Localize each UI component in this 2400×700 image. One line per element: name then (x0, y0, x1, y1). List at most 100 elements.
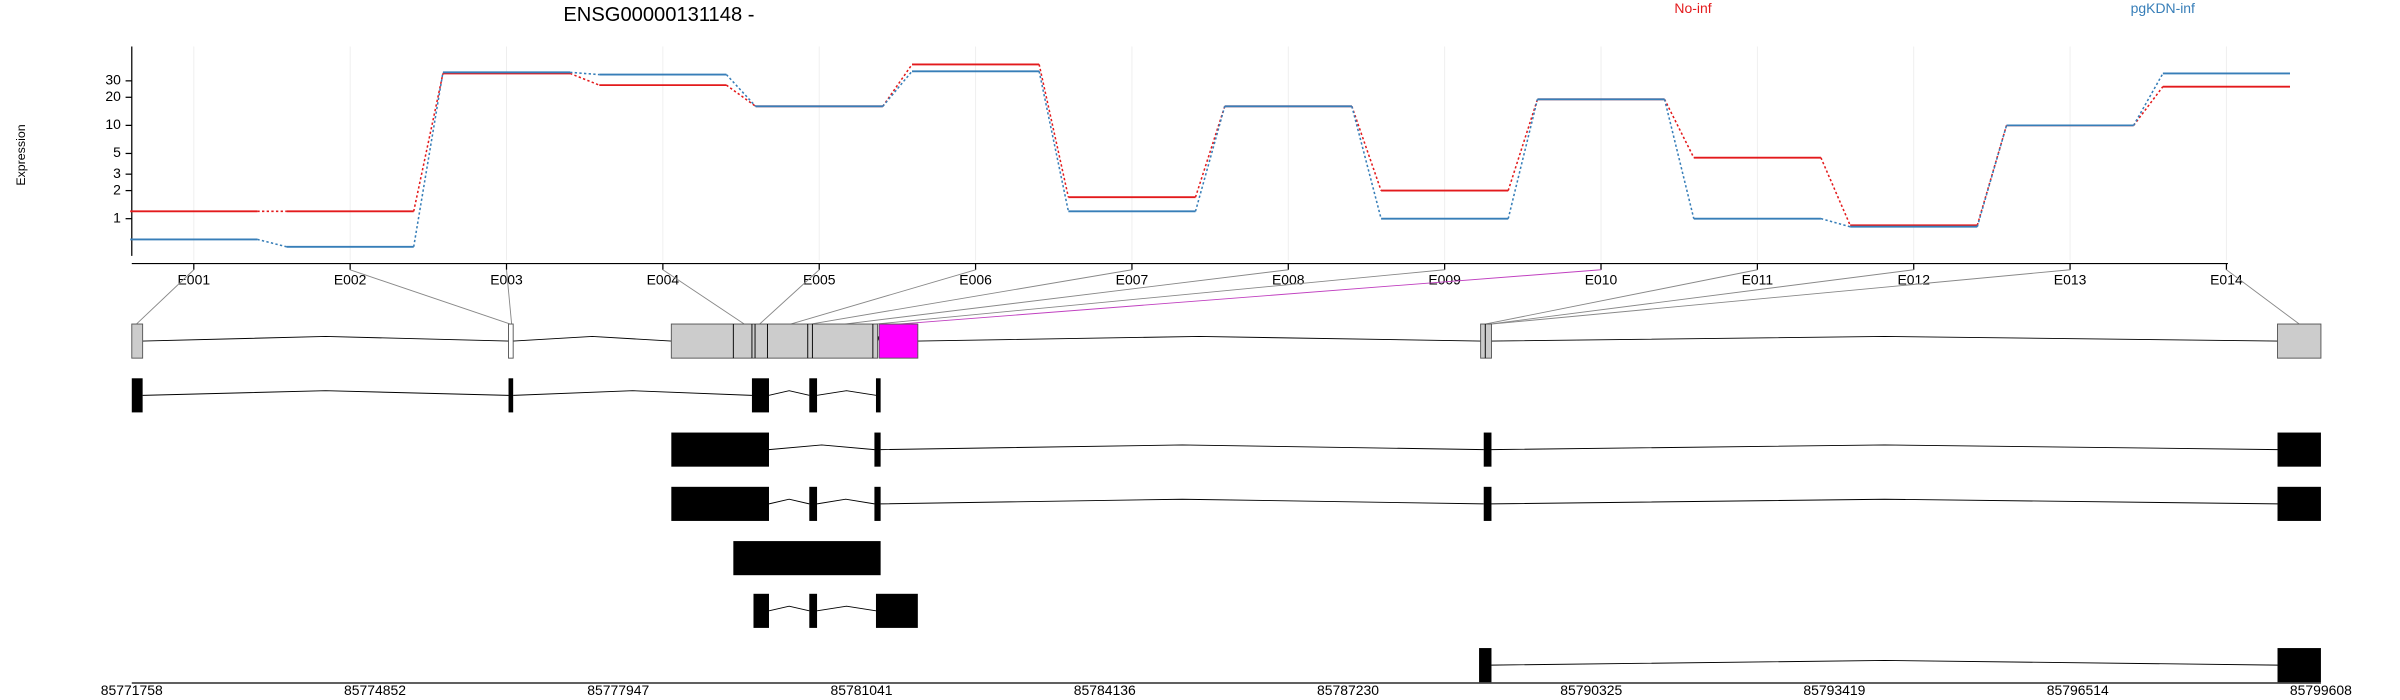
intron (768, 444, 875, 451)
connector (1663, 99, 1695, 219)
y-tick-label: 30 (105, 72, 121, 88)
intron (768, 390, 810, 396)
intron (816, 390, 877, 396)
exon (2277, 432, 2321, 467)
exon (751, 378, 769, 413)
exon (1480, 323, 1492, 359)
x-tick-label: E007 (1116, 271, 1149, 287)
y-tick-label: 10 (105, 116, 121, 132)
connector (412, 73, 444, 212)
x-tick-label: E005 (803, 271, 836, 287)
connector (2132, 73, 2164, 126)
exon-link (759, 269, 820, 325)
x-tick-label: E013 (2054, 271, 2087, 287)
intron (1491, 335, 2278, 342)
exon (508, 323, 514, 359)
exon-link (790, 269, 976, 325)
exon (131, 378, 143, 413)
exon (2277, 486, 2321, 521)
connector (570, 71, 600, 76)
coord-label: 85771758 (101, 682, 163, 698)
exon (875, 593, 918, 628)
y-tick-label: 3 (113, 165, 121, 181)
x-tick-label: E010 (1585, 271, 1618, 287)
exon-link (1491, 269, 2071, 325)
intron (142, 335, 509, 342)
y-axis-label: Expression (14, 124, 28, 185)
connector (1351, 106, 1382, 219)
exon-link (350, 269, 511, 325)
exon-link (662, 269, 745, 325)
connector (1038, 64, 1070, 198)
legend-entry: pgKDN-inf (2131, 0, 2195, 16)
coord-label: 85796514 (2047, 682, 2109, 698)
connector (1976, 125, 2008, 227)
exon (875, 378, 881, 413)
y-tick-label: 20 (105, 88, 121, 104)
coord-label: 85774852 (344, 682, 406, 698)
exon (671, 432, 769, 467)
x-tick-label: E004 (647, 271, 680, 287)
exon-link (2226, 269, 2300, 325)
connector (412, 72, 444, 247)
connector (725, 74, 757, 107)
intron (880, 498, 1484, 505)
x-tick-label: E011 (1742, 271, 1774, 287)
intron (142, 390, 509, 396)
connector (1663, 99, 1695, 159)
exon-link (844, 269, 1289, 325)
exon (809, 486, 818, 521)
x-tick-label: E008 (1272, 271, 1305, 287)
exon (878, 323, 919, 359)
x-tick-label: E001 (178, 271, 211, 287)
gene-model: 85771758 85774852 85777947 85781041 85784136… (101, 269, 2352, 698)
coord-label: 85787230 (1317, 682, 1379, 698)
connector (1820, 217, 1851, 228)
connector (882, 70, 913, 107)
coord-label: 85781041 (830, 682, 892, 698)
exon (671, 486, 769, 521)
x-tick-label: E009 (1428, 271, 1461, 287)
connector (2133, 86, 2164, 126)
intron (917, 335, 1481, 342)
exon-link (810, 269, 1133, 325)
coord-label: 85790325 (1560, 682, 1622, 698)
y-tick-label: 1 (113, 209, 121, 225)
connector (1820, 157, 1851, 226)
x-tick-label: E006 (959, 271, 992, 287)
exon (809, 593, 818, 628)
connector (1507, 99, 1539, 191)
exon (508, 378, 514, 413)
x-tick-label: E002 (334, 271, 367, 287)
connector (569, 72, 600, 86)
intron (513, 335, 672, 342)
intron (768, 605, 810, 612)
intron (880, 444, 1484, 451)
intron (1491, 659, 2278, 666)
exon-link (899, 269, 1602, 325)
x-tick-label: E014 (2210, 271, 2243, 287)
connector (1038, 71, 1070, 212)
exon (1483, 486, 1492, 521)
exon-link (506, 269, 513, 325)
exon (874, 486, 881, 521)
exon (670, 323, 878, 359)
exon (2277, 323, 2322, 359)
coord-label: 85793419 (1803, 682, 1865, 698)
exon (1479, 648, 1492, 683)
exon (2277, 648, 2321, 683)
intron (816, 605, 877, 612)
exon-link (136, 269, 195, 325)
exon-link (875, 269, 1445, 325)
connector (1507, 99, 1539, 219)
connector (882, 63, 913, 107)
coord-label: 85784136 (1074, 682, 1136, 698)
connector (257, 238, 287, 248)
intron (513, 390, 752, 396)
y-tick-label: 2 (113, 181, 121, 197)
y-tick-label: 5 (113, 144, 121, 160)
intron (1491, 444, 2278, 451)
legend-entry: No-inf (1674, 0, 1711, 16)
